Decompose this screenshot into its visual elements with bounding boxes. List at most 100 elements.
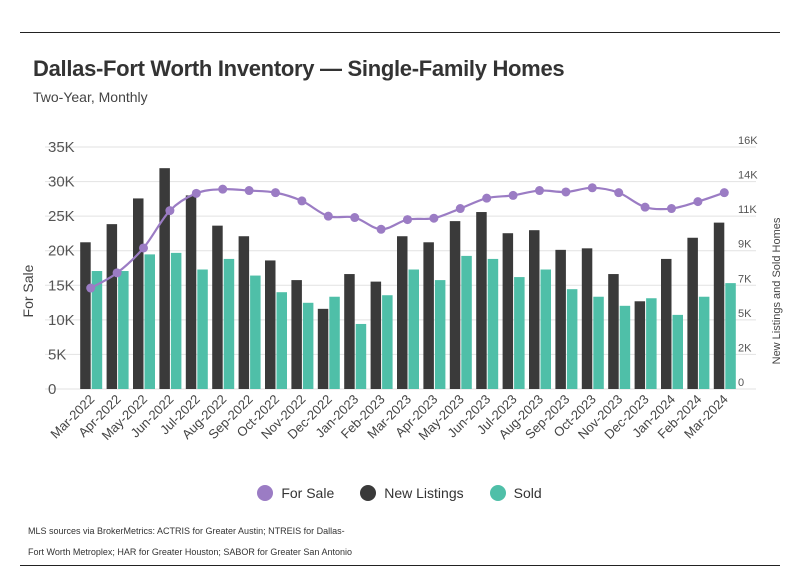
legend-item-new-listings: New Listings — [360, 485, 464, 501]
point-for-sale — [587, 183, 597, 193]
y-left-tick-label: 5K — [48, 346, 66, 363]
chart-title: Dallas-Fort Worth Inventory — Single-Fam… — [33, 56, 565, 81]
y-left-tick-label: 20K — [48, 243, 75, 260]
point-for-sale — [271, 188, 280, 198]
bar-new-listings — [80, 242, 91, 389]
point-for-sale — [455, 204, 465, 214]
point-for-sale — [403, 215, 412, 225]
point-for-sale — [376, 224, 386, 234]
legend-label-new-listings: New Listings — [384, 485, 464, 501]
y-left-tick-label: 25K — [48, 208, 75, 225]
y-right-tick-label: 7K — [738, 273, 752, 285]
legend-swatch-for-sale — [257, 485, 274, 501]
bottom-rule — [20, 565, 780, 566]
bar-new-listings — [291, 280, 302, 389]
bar-sold — [566, 289, 578, 389]
chart-subtitle: Two-Year, Monthly — [33, 89, 148, 105]
bar-new-listings — [449, 221, 461, 389]
bar-sold — [355, 323, 367, 389]
point-for-sale — [535, 186, 544, 196]
point-for-sale — [350, 213, 360, 223]
point-for-sale — [667, 204, 676, 214]
y-right-tick-label: 2K — [738, 342, 752, 354]
point-for-sale — [482, 193, 492, 203]
bar-sold — [593, 296, 604, 389]
point-for-sale — [244, 186, 254, 196]
bar-new-listings — [502, 233, 514, 389]
bar-sold — [223, 258, 235, 389]
bar-new-listings — [661, 258, 672, 389]
y-right-tick-label: 14K — [738, 170, 758, 182]
legend-swatch-sold — [489, 485, 506, 501]
y-right-tick-label: 16K — [738, 135, 758, 147]
point-for-sale — [693, 197, 703, 207]
bar-sold — [144, 254, 155, 389]
y-axis-left-title: For Sale — [20, 264, 36, 317]
point-for-sale — [429, 213, 439, 223]
bar-sold — [250, 275, 261, 389]
y-left-tick-label: 10K — [48, 312, 75, 329]
top-rule — [20, 32, 780, 33]
legend-item-for-sale: For Sale — [257, 485, 334, 501]
bar-sold — [514, 277, 525, 389]
bar-sold — [725, 283, 736, 389]
bar-sold — [382, 295, 393, 389]
bar-new-listings — [581, 248, 593, 389]
y-right-tick-label: 5K — [738, 308, 752, 320]
point-for-sale — [139, 243, 148, 253]
bar-sold — [698, 296, 710, 389]
bar-sold — [619, 305, 631, 389]
bar-new-listings — [159, 168, 170, 389]
bar-new-listings — [476, 212, 487, 389]
bar-sold — [646, 298, 657, 389]
bar-sold — [276, 292, 287, 389]
y-left-tick-label: 15K — [48, 277, 75, 294]
point-for-sale — [297, 196, 307, 206]
point-for-sale — [86, 283, 96, 293]
point-for-sale — [112, 268, 122, 278]
bar-sold — [672, 314, 683, 389]
point-for-sale — [323, 211, 333, 221]
bar-sold — [434, 280, 446, 389]
point-for-sale — [614, 188, 624, 198]
bar-new-listings — [238, 236, 250, 389]
bar-new-listings — [344, 274, 355, 389]
bar-sold — [197, 269, 208, 389]
bar-new-listings — [555, 249, 566, 389]
y-left-tick-label: 35K — [48, 139, 75, 156]
legend-swatch-new-listings — [360, 485, 377, 501]
legend-label-for-sale: For Sale — [281, 485, 335, 501]
bar-new-listings — [212, 225, 223, 389]
bar-new-listings — [634, 301, 646, 389]
bar-sold — [487, 258, 499, 389]
point-for-sale — [640, 202, 650, 212]
chart-legend: For Sale New Listings Sold — [0, 485, 799, 501]
bar-new-listings — [687, 237, 698, 389]
bar-new-listings — [529, 230, 540, 389]
legend-label-sold: Sold — [513, 485, 542, 501]
bar-new-listings — [185, 195, 197, 389]
y-right-tick-label: 0 — [738, 377, 744, 389]
bar-new-listings — [133, 198, 144, 389]
bar-sold — [170, 252, 182, 389]
bar-new-listings — [713, 222, 725, 389]
bar-new-listings — [317, 308, 329, 389]
point-for-sale — [191, 188, 201, 198]
bar-new-listings — [423, 242, 434, 389]
source-note: MLS sources via BrokerMetrics: ACTRIS fo… — [28, 526, 352, 557]
bar-sold — [118, 271, 129, 389]
bar-new-listings — [608, 274, 619, 389]
point-for-sale — [561, 187, 571, 197]
point-for-sale — [719, 188, 729, 198]
y-left-tick-label: 30K — [48, 174, 75, 191]
y-left-tick-label: 0 — [48, 381, 56, 398]
bar-new-listings — [106, 224, 118, 389]
bar-new-listings — [397, 236, 408, 389]
bar-sold — [91, 271, 103, 389]
y-right-tick-label: 9K — [738, 239, 752, 251]
legend-item-sold: Sold — [489, 485, 542, 501]
bar-sold — [461, 255, 472, 389]
bar-sold — [540, 269, 551, 389]
point-for-sale — [165, 206, 175, 216]
